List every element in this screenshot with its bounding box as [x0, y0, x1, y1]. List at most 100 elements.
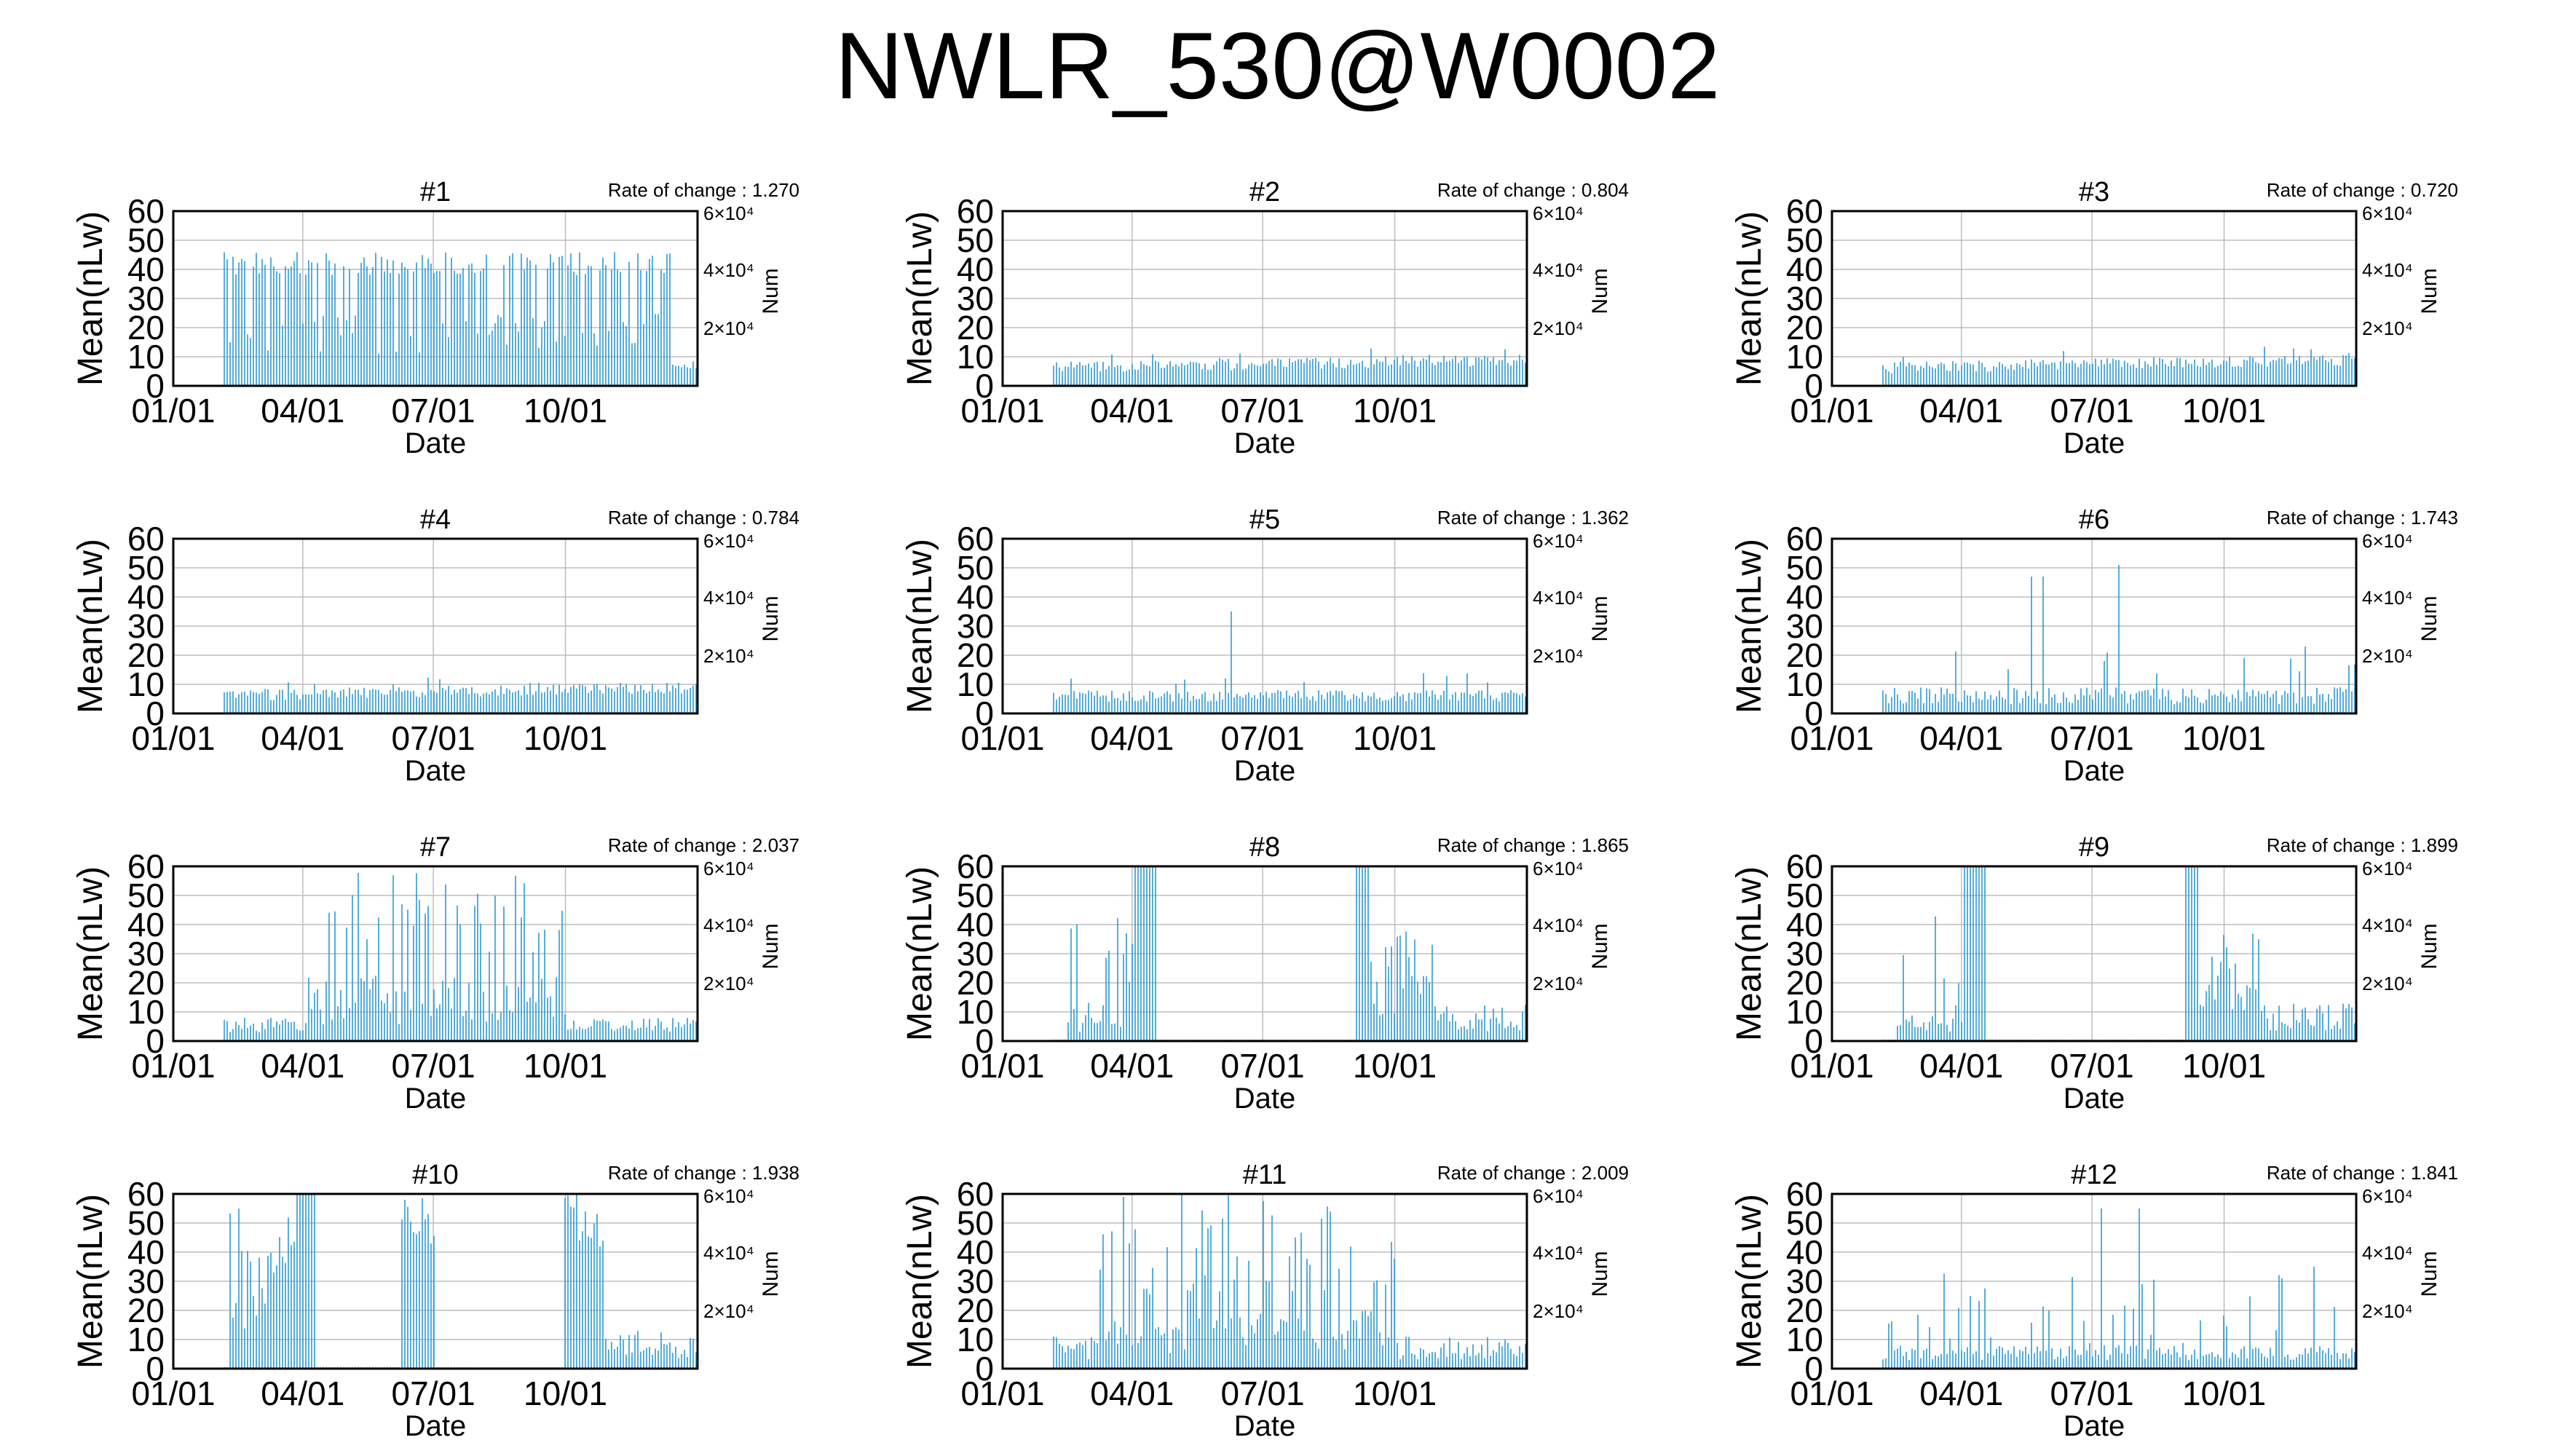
rate-of-change: Rate of change : 0.784 [608, 507, 799, 529]
x-tick-label: 07/01 [1221, 1047, 1305, 1085]
panel-title: #1 [420, 177, 451, 207]
x-tick-label: 10/01 [524, 719, 607, 757]
y-tick-label: 10 [127, 338, 165, 376]
y-tick-label: 20 [957, 636, 994, 674]
y-tick-label: 40 [127, 578, 165, 616]
x-tick-label: 07/01 [2050, 1374, 2134, 1412]
x-tick-label: 07/01 [1221, 1374, 1305, 1412]
panel-title: #3 [2079, 177, 2109, 207]
plot-frame [1001, 1192, 1528, 1370]
rate-of-change: Rate of change : 2.009 [1437, 1162, 1629, 1184]
y-axis-title: Mean(nLw) [71, 866, 110, 1041]
y-tick-label: 20 [957, 309, 994, 347]
x-axis-title: Date [405, 1410, 467, 1442]
y-axis-title: Mean(nLw) [71, 211, 110, 386]
y-tick-label: 50 [957, 1204, 994, 1242]
y-tick-label: 10 [957, 1321, 994, 1358]
y-axis-title: Mean(nLw) [1730, 1194, 1769, 1369]
y-tick-label: 30 [957, 280, 994, 317]
y-tick-label: 10 [127, 665, 165, 703]
panel-title: #8 [1249, 832, 1280, 863]
y-tick-label: 10 [957, 338, 994, 376]
x-tick-label: 04/01 [1919, 1374, 2003, 1412]
y2-axis-title: Num [1588, 923, 1612, 969]
y2-tick-label: 4×10⁴ [1533, 587, 1584, 609]
y-tick-label: 30 [957, 1262, 994, 1300]
x-tick-label: 07/01 [392, 392, 475, 430]
x-tick-label: 10/01 [1353, 1047, 1437, 1085]
x-tick-label: 01/01 [960, 1374, 1044, 1412]
y2-axis-title: Num [1588, 268, 1612, 314]
x-tick-label: 10/01 [2182, 1374, 2266, 1412]
y-tick-label: 30 [127, 1262, 165, 1300]
y-tick-label: 30 [1786, 935, 1823, 973]
y-tick-label: 40 [1786, 1233, 1823, 1271]
x-tick-label: 07/01 [1221, 392, 1305, 430]
x-tick-label: 10/01 [524, 1047, 607, 1085]
x-tick-label: 01/01 [1790, 719, 1873, 757]
x-tick-label: 07/01 [392, 1047, 475, 1085]
y-tick-label: 0 [146, 695, 165, 732]
x-tick-label: 07/01 [392, 1374, 475, 1412]
y-axis-title: Mean(nLw) [1730, 866, 1769, 1041]
y2-axis-title: Num [1588, 1251, 1612, 1297]
y2-tick-label: 2×10⁴ [703, 645, 754, 667]
y2-axis-title: Num [759, 923, 783, 969]
x-axis-title: Date [1234, 1083, 1296, 1115]
page-title: NWLR_530@W0002 [834, 12, 1721, 119]
y2-tick-label: 4×10⁴ [703, 914, 754, 936]
plot-frame [172, 537, 699, 715]
y2-tick-label: 6×10⁴ [703, 530, 754, 552]
y2-tick-label: 4×10⁴ [703, 587, 754, 609]
panel-title: #5 [1249, 505, 1280, 535]
rate-of-change: Rate of change : 0.720 [2267, 179, 2458, 201]
y-tick-label: 0 [1804, 695, 1823, 732]
y-tick-label: 60 [957, 520, 994, 558]
y-tick-label: 30 [127, 935, 165, 973]
y2-tick-label: 2×10⁴ [1533, 973, 1584, 994]
y-tick-label: 20 [127, 1291, 165, 1329]
y2-tick-label: 6×10⁴ [1533, 858, 1584, 879]
x-tick-label: 10/01 [1353, 719, 1437, 757]
y-tick-label: 30 [127, 607, 165, 645]
plot-frame [172, 210, 699, 387]
y-tick-label: 50 [127, 549, 165, 587]
y-tick-label: 30 [957, 935, 994, 973]
y-tick-label: 20 [957, 964, 994, 1002]
y-axis-title: Mean(nLw) [901, 211, 939, 386]
y-tick-label: 60 [127, 847, 165, 885]
x-tick-label: 01/01 [131, 1374, 215, 1412]
y-tick-label: 60 [1786, 192, 1823, 230]
y2-tick-label: 6×10⁴ [703, 1185, 754, 1207]
x-tick-label: 07/01 [1221, 719, 1305, 757]
y-tick-label: 50 [1786, 877, 1823, 914]
x-tick-label: 04/01 [261, 392, 344, 430]
x-tick-label: 01/01 [1790, 1374, 1873, 1412]
rate-of-change: Rate of change : 0.804 [1437, 179, 1629, 201]
y2-tick-label: 2×10⁴ [703, 1300, 754, 1322]
y-tick-label: 50 [127, 1204, 165, 1242]
y2-tick-label: 4×10⁴ [1533, 259, 1584, 281]
y-tick-label: 40 [957, 1233, 994, 1271]
panel-title: #2 [1249, 177, 1280, 207]
x-tick-label: 04/01 [261, 719, 344, 757]
y-axis-title: Mean(nLw) [901, 866, 939, 1041]
x-tick-label: 04/01 [1919, 719, 2003, 757]
y2-tick-label: 2×10⁴ [1533, 1300, 1584, 1322]
rate-of-change: Rate of change : 1.743 [2267, 507, 2458, 529]
y2-tick-label: 2×10⁴ [1533, 317, 1584, 339]
y2-tick-label: 2×10⁴ [2362, 645, 2413, 667]
y2-tick-label: 4×10⁴ [703, 259, 754, 281]
panel-title: #9 [2079, 832, 2109, 863]
rate-of-change: Rate of change : 2.037 [608, 834, 799, 856]
y-tick-label: 50 [1786, 1204, 1823, 1242]
y-tick-label: 30 [957, 607, 994, 645]
panel-title: #6 [2079, 505, 2109, 535]
y-tick-label: 40 [1786, 250, 1823, 288]
